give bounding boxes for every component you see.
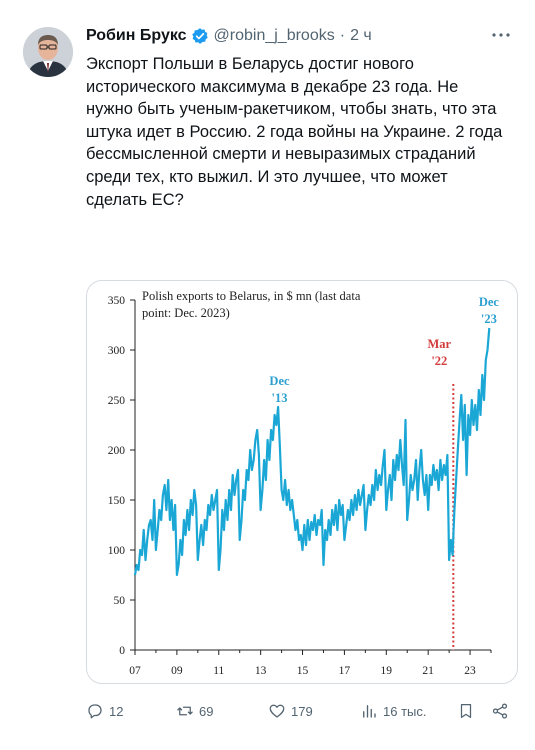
tweet-header: Робин Брукс @robin_j_brooks · 2 ч <box>86 24 506 48</box>
share-icon <box>492 703 508 719</box>
x-tick-label: 21 <box>422 665 434 677</box>
x-tick-label: 15 <box>297 665 309 677</box>
retweet-count: 69 <box>199 703 214 719</box>
x-tick-label: 19 <box>381 665 393 677</box>
y-tick-label: 100 <box>108 545 126 557</box>
x-tick-label: 23 <box>464 665 476 677</box>
x-tick-label: 09 <box>171 665 183 677</box>
tweet-timestamp[interactable]: 2 ч <box>350 27 372 44</box>
series-line <box>133 327 491 577</box>
x-tick-label: 11 <box>213 665 224 677</box>
y-tick-label: 250 <box>108 395 126 407</box>
bookmark-button[interactable] <box>457 698 475 724</box>
author-handle[interactable]: @robin_j_brooks <box>213 27 335 44</box>
heart-icon <box>269 704 285 718</box>
annotation-label: Dec <box>479 295 500 309</box>
y-tick-label: 200 <box>108 445 126 457</box>
avatar-portrait-icon <box>23 27 73 77</box>
share-button[interactable] <box>491 698 509 724</box>
annotation-label: Dec <box>269 374 290 388</box>
y-tick-label: 0 <box>119 645 125 657</box>
retweet-button[interactable]: 69 <box>176 698 213 724</box>
y-tick-label: 150 <box>108 495 126 507</box>
retweet-icon <box>177 706 193 716</box>
views-button[interactable]: 16 тыс. <box>360 698 426 724</box>
reply-icon <box>88 704 102 719</box>
x-tick-label: 13 <box>255 665 267 677</box>
chart-title-line: point: Dec. 2023) <box>142 306 230 320</box>
tweet-media-chart[interactable]: 0 50 100 150 200 250 300 350 07 09 11 13 15 17 19 21 23 P… <box>86 280 518 684</box>
annotation-label: '23 <box>481 312 497 326</box>
action-bar: 12 69 179 16 тыс. <box>86 698 516 724</box>
reply-button[interactable]: 12 <box>86 698 123 724</box>
y-tick-label: 50 <box>114 595 126 607</box>
y-tick-label: 350 <box>108 295 126 307</box>
separator-dot: · <box>339 27 346 44</box>
chart-title-line: Polish exports to Belarus, in $ mn (last… <box>142 289 361 303</box>
author-name[interactable]: Робин Брукс <box>86 27 187 44</box>
bookmark-icon <box>460 703 472 719</box>
views-count: 16 тыс. <box>383 703 427 719</box>
annotation-label: '13 <box>272 391 288 405</box>
y-tick-label: 300 <box>108 345 126 357</box>
avatar[interactable] <box>23 27 73 77</box>
x-tick-label: 07 <box>129 665 141 677</box>
reply-count: 12 <box>109 703 124 719</box>
annotation-label: '22 <box>431 354 447 368</box>
annotation-label: Mar <box>428 337 452 351</box>
like-button[interactable]: 179 <box>268 698 313 724</box>
tweet-text: Экспорт Польши в Беларусь достиг нового … <box>86 55 507 209</box>
views-chart-icon <box>363 705 376 718</box>
like-count: 179 <box>291 703 313 719</box>
x-tick-label: 17 <box>339 665 351 677</box>
verified-badge-icon <box>191 28 208 44</box>
more-options-icon[interactable] <box>490 28 512 42</box>
line-chart: 0 50 100 150 200 250 300 350 07 09 11 13 15 17 19 21 23 P… <box>108 289 500 677</box>
